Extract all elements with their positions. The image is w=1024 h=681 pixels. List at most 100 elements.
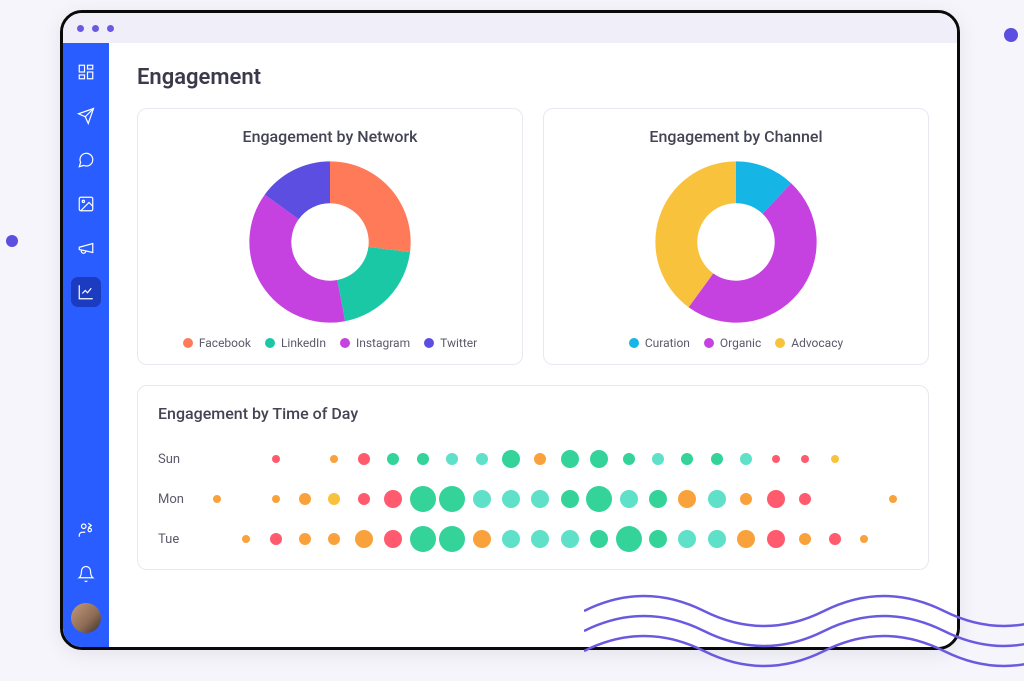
window-control-dot[interactable] — [77, 25, 84, 32]
dot-cell — [526, 530, 555, 548]
dot-cell — [555, 450, 584, 468]
card-title: Engagement by Channel — [562, 127, 910, 146]
bubble — [616, 526, 642, 552]
dot-cell — [349, 453, 378, 465]
dot-cell — [408, 526, 437, 552]
bubble — [439, 486, 465, 512]
bubble — [330, 455, 338, 463]
dot-cell — [614, 490, 643, 508]
legend-label: Curation — [645, 336, 690, 350]
bubble — [502, 450, 520, 468]
legend-item: LinkedIn — [265, 336, 326, 350]
bubble — [561, 530, 579, 548]
legend-label: Instagram — [356, 336, 410, 350]
bubble — [272, 455, 280, 463]
bubble — [772, 455, 780, 463]
legend-swatch — [340, 338, 350, 348]
bubble — [678, 490, 696, 508]
decoration-dot — [6, 235, 18, 247]
bubble — [473, 530, 491, 548]
dot-cell — [790, 493, 819, 505]
bubble — [446, 453, 458, 465]
dot-cell — [614, 526, 643, 552]
bubble — [355, 530, 373, 548]
bubble — [740, 453, 752, 465]
bubble — [831, 455, 839, 463]
day-label: Mon — [158, 492, 202, 507]
bubble — [708, 490, 726, 508]
bubble — [767, 530, 785, 548]
sidebar-item-image[interactable] — [71, 189, 101, 219]
bubble — [473, 490, 491, 508]
legend-item: Instagram — [340, 336, 410, 350]
bubble — [681, 453, 693, 465]
dot-cell — [496, 490, 525, 508]
legend-item: Organic — [704, 336, 761, 350]
dot-cell — [820, 455, 849, 463]
sidebar-item-messages[interactable] — [71, 145, 101, 175]
sidebar-item-notifications[interactable] — [71, 559, 101, 589]
dot-cell — [643, 530, 672, 548]
dot-cell — [437, 453, 466, 465]
bubble — [586, 486, 612, 512]
dot-cell — [496, 530, 525, 548]
dot-cell — [379, 490, 408, 508]
card-engagement-time: Engagement by Time of Day SunMonTue — [137, 385, 929, 570]
legend-swatch — [424, 338, 434, 348]
sidebar-item-megaphone[interactable] — [71, 233, 101, 263]
window-control-dot[interactable] — [92, 25, 99, 32]
dot-cell — [732, 493, 761, 505]
dot-cell — [643, 490, 672, 508]
legend-label: Twitter — [440, 336, 477, 350]
dot-cell — [320, 533, 349, 545]
bubble — [384, 530, 402, 548]
bubble — [590, 450, 608, 468]
dot-cell — [673, 453, 702, 465]
dot-cell — [290, 493, 319, 505]
card-engagement-channel: Engagement by Channel CurationOrganicAdv… — [543, 108, 929, 365]
dot-cell — [761, 455, 790, 463]
window-control-dot[interactable] — [107, 25, 114, 32]
sidebar-item-dashboard[interactable] — [71, 57, 101, 87]
bubble — [328, 533, 340, 545]
avatar[interactable] — [71, 603, 101, 633]
dot-cell — [379, 530, 408, 548]
card-title: Engagement by Time of Day — [158, 404, 908, 423]
bubble — [213, 495, 221, 503]
bubble — [384, 490, 402, 508]
dot-cell — [467, 490, 496, 508]
sidebar-item-analytics[interactable] — [71, 277, 101, 307]
legend-swatch — [704, 338, 714, 348]
bubble — [242, 535, 250, 543]
bubble — [272, 495, 280, 503]
legend-swatch — [629, 338, 639, 348]
dot-cell — [320, 455, 349, 463]
sidebar-item-send[interactable] — [71, 101, 101, 131]
dot-cell — [820, 533, 849, 545]
legend-item: Twitter — [424, 336, 477, 350]
bubble — [299, 533, 311, 545]
dot-cell — [702, 490, 731, 508]
bubble — [829, 533, 841, 545]
dot-cell — [408, 453, 437, 465]
legend-swatch — [265, 338, 275, 348]
main-content: Engagement Engagement by Network Faceboo… — [109, 43, 957, 647]
dot-cell — [526, 490, 555, 508]
bubble — [531, 490, 549, 508]
legend-swatch — [183, 338, 193, 348]
dot-cell — [849, 535, 878, 543]
bubble — [417, 453, 429, 465]
bubble — [860, 535, 868, 543]
donut-slice — [337, 247, 410, 321]
bubble — [358, 493, 370, 505]
sidebar — [63, 43, 109, 647]
bubble — [439, 526, 465, 552]
bubble — [767, 490, 785, 508]
donut-slice — [330, 161, 411, 252]
dot-cell — [614, 453, 643, 465]
dot-cell — [673, 490, 702, 508]
window-titlebar — [63, 13, 957, 43]
sidebar-item-switch-user[interactable] — [71, 515, 101, 545]
dot-cell — [790, 533, 819, 545]
dot-cell — [379, 453, 408, 465]
